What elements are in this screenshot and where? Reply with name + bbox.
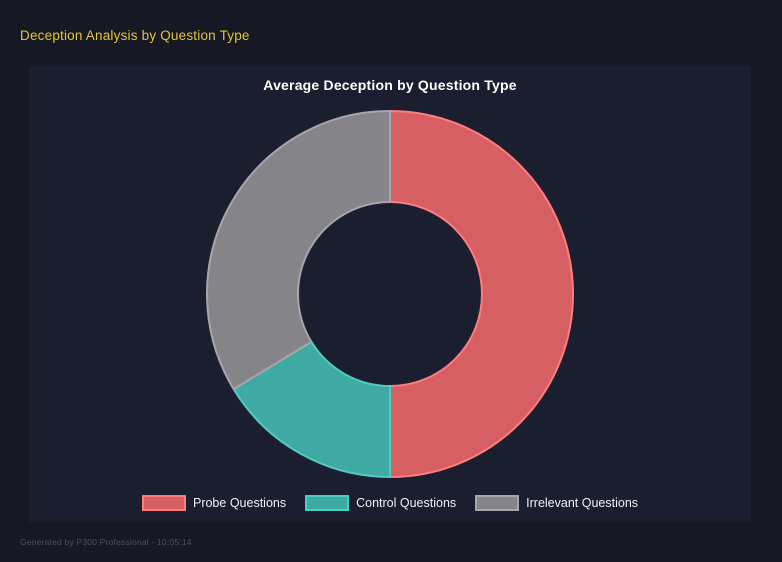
donut-segment-irrelevant[interactable] [206,110,391,391]
legend-swatch-irrelevant [475,495,520,511]
legend-label-control: Control Questions [356,496,457,510]
chart-legend: Probe Questions Control Questions Irreleva… [29,495,751,511]
legend-item-probe[interactable]: Probe Questions [141,495,287,511]
chart-panel: Average Deception by Question Type Probe… [29,66,751,522]
donut-chart[interactable] [204,108,576,480]
chart-title: Average Deception by Question Type [263,77,517,93]
legend-swatch-control [305,495,350,511]
legend-swatch-probe [141,495,186,511]
legend-label-irrelevant: Irrelevant Questions [526,496,639,510]
legend-item-irrelevant[interactable]: Irrelevant Questions [475,495,638,511]
page-title: Deception Analysis by Question Type [20,28,250,43]
footer-text: Generated by P300 Professional - 10:05:1… [20,537,192,547]
legend-label-probe: Probe Questions [192,496,287,510]
legend-item-control[interactable]: Control Questions [305,495,456,511]
donut-segment-probe[interactable] [389,110,574,478]
donut-segment-control[interactable] [232,340,391,478]
